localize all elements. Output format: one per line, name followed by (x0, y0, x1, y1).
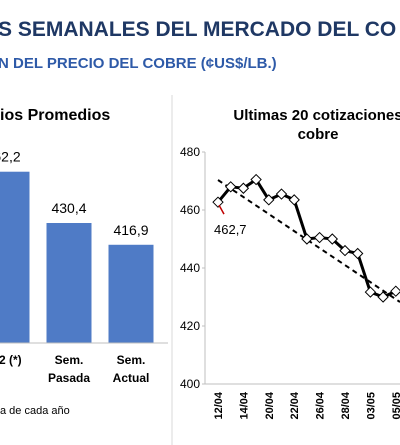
x-tick-label: 22/04 (289, 391, 301, 419)
point-marker (313, 231, 326, 244)
point-marker (351, 247, 364, 260)
point-marker (275, 188, 288, 200)
bar (46, 223, 92, 343)
value-label: 430,4 (51, 200, 86, 216)
y-tick-label: 460 (180, 203, 200, 217)
point-marker (250, 173, 262, 186)
x-tick-label: 03/05 (365, 392, 377, 420)
point-marker (326, 233, 339, 245)
point-marker (263, 194, 275, 206)
annotation-arrow (218, 204, 225, 215)
chart-title: ios Promedios (0, 107, 110, 124)
chart-title: Ultimas 20 cotizaciones (233, 107, 400, 124)
x-tick-label: 14/04 (238, 391, 250, 419)
x-tick-label: 28/04 (340, 391, 352, 419)
point-marker (377, 291, 389, 303)
y-tick-label: 400 (180, 377, 200, 391)
y-tick-label: 440 (180, 261, 200, 275)
point-marker (237, 182, 250, 194)
point-marker (364, 286, 377, 298)
annotation: 462,7 (214, 222, 247, 237)
point-marker (224, 181, 237, 193)
point-marker (288, 194, 300, 206)
point-marker (301, 233, 313, 245)
x-tick-label: 05/05 (391, 392, 400, 420)
x-tick-label: 26/04 (315, 391, 327, 419)
report-title: S SEMANALES DEL MERCADO DEL CO (0, 18, 396, 41)
x-tick-label: 22 (*) (0, 353, 22, 367)
point-marker (212, 196, 224, 208)
point-marker (339, 244, 351, 257)
y-tick-label: 480 (180, 145, 200, 159)
x-tick-label: 20/04 (264, 391, 276, 419)
bar (108, 244, 154, 343)
footnote: a de cada año (0, 405, 70, 417)
point-marker (390, 285, 400, 297)
x-tick-label: 12/04 (213, 391, 225, 419)
bar (0, 171, 30, 343)
value-label: 62,2 (0, 149, 21, 165)
x-tick-label: Sem. Actual (113, 353, 150, 385)
x-tick-label: Sem. Pasada (48, 353, 90, 385)
value-label: 416,9 (113, 222, 148, 238)
chart-title: cobre (298, 126, 339, 143)
report-subtitle: N DEL PRECIO DEL COBRE (¢US$/LB.) (0, 55, 277, 72)
y-tick-label: 420 (180, 319, 200, 333)
